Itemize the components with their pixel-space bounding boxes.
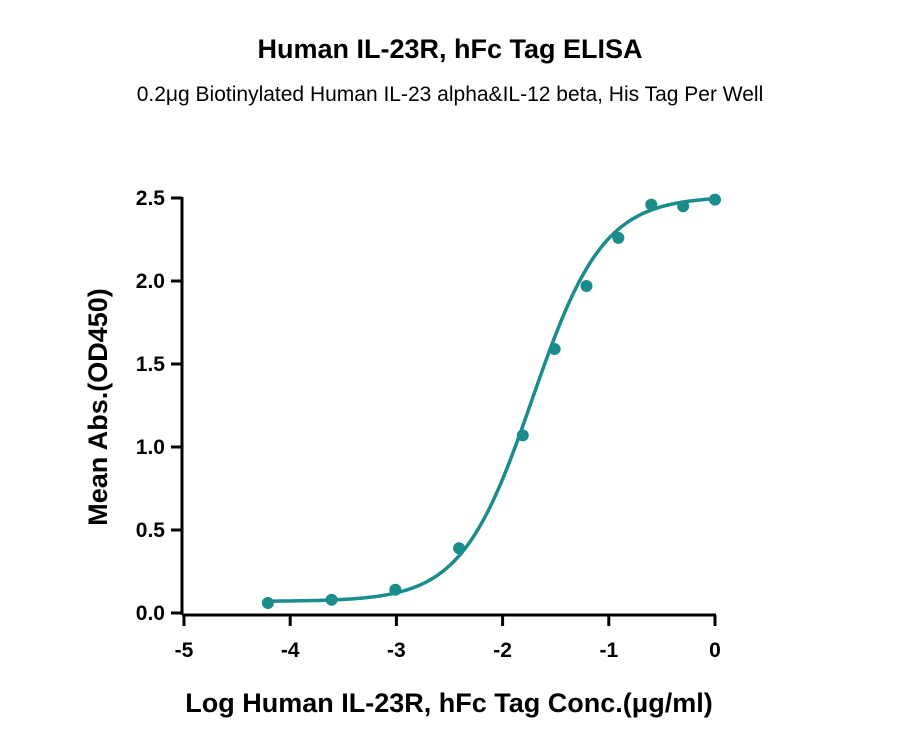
y-axis-label: Mean Abs.(OD450): [83, 288, 113, 526]
fit-curve: [267, 196, 716, 603]
data-point: [645, 198, 658, 211]
data-point: [612, 231, 625, 244]
x-tick-label: -3: [387, 639, 406, 662]
data-point: [548, 343, 561, 356]
y-tick-label: 2.0: [136, 270, 165, 293]
x-tick-label: -2: [493, 639, 512, 662]
axes: 0.0 0.5 1.0 1.5 2.0 2.5 -5 -4 -3 -2 -1 0: [136, 187, 721, 662]
data-point: [325, 593, 338, 606]
data-point: [261, 597, 274, 610]
y-tick-label: 0.0: [136, 602, 165, 625]
x-tick-label: -4: [281, 639, 300, 662]
chart-subtitle: 0.2μg Biotinylated Human IL-23 alpha&IL-…: [136, 83, 764, 106]
data-point: [516, 429, 529, 442]
fit-curve-layer: [267, 196, 716, 603]
data-point: [580, 279, 593, 292]
chart-title: Human IL-23R, hFc Tag ELISA: [257, 34, 643, 64]
x-axis-label: Log Human IL-23R, hFc Tag Conc.(μg/ml): [185, 688, 713, 718]
x-tick-label: -1: [599, 639, 618, 662]
x-tick-label: 0: [709, 639, 721, 662]
data-point: [677, 200, 690, 213]
y-tick-label: 0.5: [136, 519, 166, 542]
data-point: [389, 583, 402, 596]
data-points-layer: [261, 193, 721, 610]
y-tick-label: 1.0: [136, 436, 165, 459]
data-point: [709, 193, 721, 206]
data-point: [453, 542, 466, 555]
y-tick-label: 1.5: [136, 353, 166, 376]
x-tick-label: -5: [175, 639, 194, 662]
y-tick-label: 2.5: [136, 187, 166, 210]
